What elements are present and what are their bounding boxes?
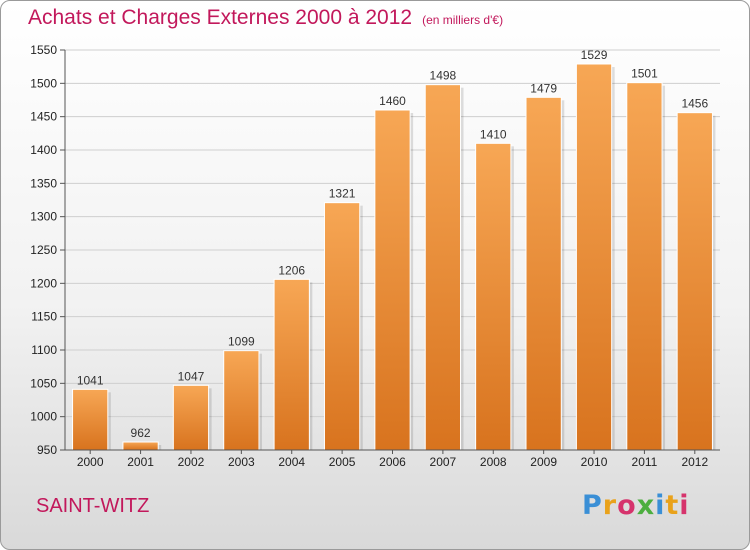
y-tick-label: 1450 — [30, 110, 57, 124]
y-tick-label: 1050 — [30, 376, 57, 390]
x-tick-label: 2009 — [530, 455, 557, 469]
x-tick-label: 2006 — [379, 455, 406, 469]
bar-2006 — [374, 109, 411, 451]
y-tick-label: 950 — [37, 443, 57, 457]
y-tick-label: 1000 — [30, 410, 57, 424]
x-tick-label: 2002 — [178, 455, 205, 469]
bar-2001 — [122, 441, 159, 451]
bar-value-label: 1498 — [430, 69, 457, 83]
bar-value-label: 1529 — [581, 48, 608, 62]
bar-value-label: 1099 — [228, 335, 255, 349]
bar-value-label: 1206 — [278, 263, 305, 277]
bar-2003 — [223, 350, 260, 451]
bar-2002 — [172, 384, 210, 451]
y-tick-label: 1100 — [31, 343, 57, 357]
y-tick-label: 1200 — [30, 276, 57, 290]
bar-value-label: 1321 — [329, 187, 356, 201]
bar-2012 — [676, 112, 713, 451]
x-tick-label: 2000 — [77, 455, 104, 469]
chart-title: Achats et Charges Externes 2000 à 2012 (e… — [28, 6, 503, 30]
y-tick-label: 1500 — [30, 76, 57, 90]
bars: 1041 962 1047 1099 1206 1321 1460 1498 1410 1479 1… — [72, 48, 716, 451]
y-tick-label: 1150 — [31, 310, 57, 324]
bar-2008 — [475, 142, 512, 451]
y-tick-label: 1250 — [30, 243, 57, 257]
x-tick-label: 2001 — [127, 455, 154, 469]
x-tick-label: 2012 — [681, 455, 708, 469]
bar-2011 — [626, 82, 663, 451]
y-tick-label: 1550 — [30, 43, 57, 57]
x-tick-label: 2011 — [632, 455, 658, 469]
bar-value-label: 1047 — [178, 369, 205, 383]
bar-value-label: 1460 — [379, 94, 406, 108]
bar-value-label: 1456 — [681, 97, 708, 111]
y-tick-label: 1400 — [30, 143, 57, 157]
bar-2000 — [72, 388, 109, 451]
bar-2007 — [424, 84, 462, 451]
bar-2010 — [575, 63, 613, 451]
bar-value-label: 1479 — [530, 81, 557, 95]
x-tick-label: 2003 — [228, 455, 255, 469]
y-tick-label: 1350 — [30, 176, 57, 190]
bar-value-label: 1410 — [480, 127, 507, 141]
x-tick-label: 2010 — [581, 455, 608, 469]
bar-value-label: 1041 — [77, 373, 104, 387]
x-tick-label: 2005 — [329, 455, 356, 469]
chart-title-text: Achats et Charges Externes 2000 à 2012 — [28, 6, 413, 29]
x-tick-label: 2007 — [430, 455, 457, 469]
bar-value-label: 962 — [131, 426, 151, 440]
x-tick-label: 2004 — [278, 455, 305, 469]
axes: 950 1000 1050 1100 1150 1200 1250 1300 1350 1400 1… — [30, 43, 720, 469]
x-tick-label: 2008 — [480, 455, 507, 469]
city-name: SAINT-WITZ — [36, 495, 150, 517]
bar-2004 — [273, 278, 310, 451]
bar-2009 — [525, 96, 562, 451]
bar-2005 — [323, 202, 361, 451]
proxiti-logo: Proxiti — [582, 490, 690, 521]
y-tick-label: 1300 — [30, 210, 57, 224]
bar-value-label: 1501 — [631, 67, 658, 81]
chart-unit: (en milliers d'€) — [422, 13, 504, 27]
